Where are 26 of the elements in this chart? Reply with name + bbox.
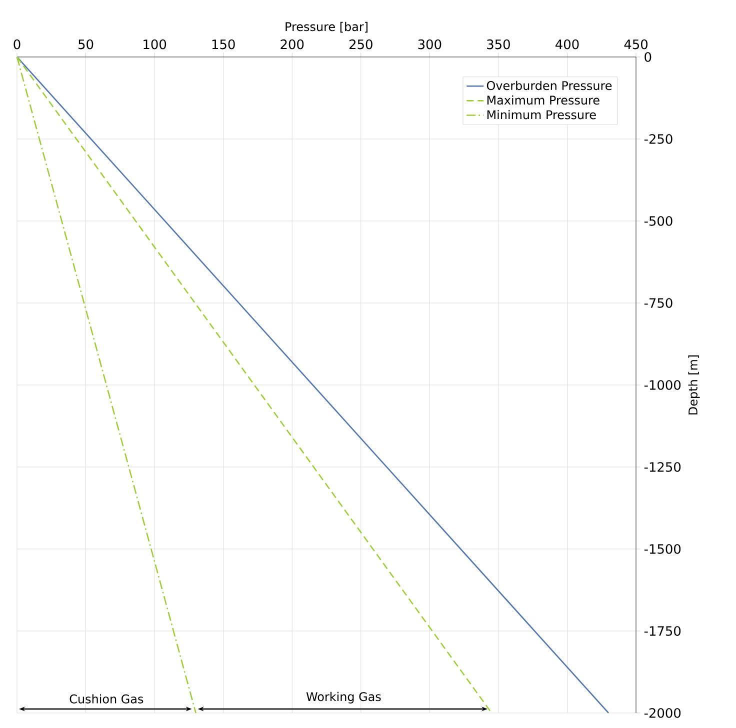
y-tick-label: -750	[644, 298, 672, 308]
y-tick-label: -2000	[644, 708, 681, 718]
legend-label: Overburden Pressure	[486, 80, 612, 90]
x-tick-label: 100	[144, 39, 166, 50]
x-tick-label: 200	[280, 39, 304, 50]
y-axis-title: Depth [m]	[688, 355, 700, 414]
x-tick-label: 0	[14, 39, 20, 50]
y-tick-label: -1500	[644, 544, 681, 554]
y-tick-label: -1750	[644, 626, 681, 636]
y-tick-label: -500	[644, 216, 672, 226]
x-tick-label: 250	[349, 39, 372, 50]
x-tick-label: 400	[555, 39, 579, 50]
annotation: Working Gas	[306, 692, 381, 704]
annotation: Cushion Gas	[70, 694, 144, 704]
y-tick-label: -1000	[644, 380, 681, 390]
x-tick-label: 350	[487, 39, 510, 50]
y-tick-label: 0	[644, 52, 652, 62]
x-tick-label: 450	[624, 39, 648, 50]
legend-label: Minimum Pressure	[487, 110, 596, 120]
x-axis-title: Pressure [bar]	[286, 22, 368, 33]
y-tick-label: -250	[644, 134, 672, 144]
y-tick-label: -1250	[644, 462, 681, 472]
x-tick-label: 50	[78, 39, 94, 50]
x-tick-label: 150	[212, 39, 235, 50]
x-tick-label: 300	[418, 39, 442, 50]
legend-label: Maximum Pressure	[487, 95, 600, 105]
